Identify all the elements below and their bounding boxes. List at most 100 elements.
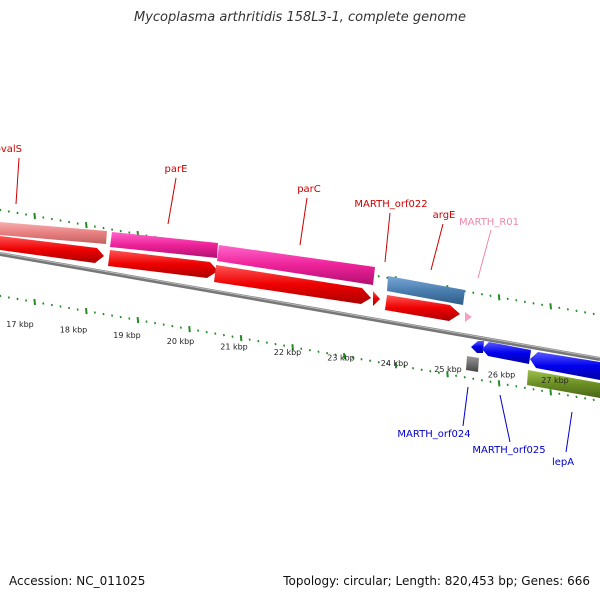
scale-label: 24 kbp	[381, 359, 409, 368]
leader-MARTH_orf024	[462, 386, 469, 427]
track-lower-tick	[506, 383, 509, 387]
reverse-label-group: MARTH_orf024 MARTH_orf025 lepA	[397, 429, 574, 468]
leader-argE	[430, 223, 444, 271]
track-lower-tick	[162, 323, 165, 326]
track-lower-tick	[33, 298, 36, 306]
track-lower-tick	[394, 362, 398, 369]
track-lower-tick	[326, 351, 329, 355]
length-value: 820,453 bp	[444, 574, 514, 588]
track-lower-tick	[420, 368, 423, 371]
accession-label: Accession:	[9, 574, 77, 588]
length-label: ; Length:	[387, 574, 445, 588]
track-upper-tick	[111, 228, 114, 231]
track-lower-tick	[566, 394, 569, 397]
parE-feature[interactable]	[110, 232, 218, 258]
track-lower-tick	[549, 389, 552, 396]
MARTH_orf024-feature[interactable]	[466, 356, 479, 372]
track-upper-tick	[472, 291, 475, 295]
label-argE[interactable]: argE	[433, 210, 456, 221]
label-parE[interactable]: parE	[165, 164, 188, 175]
track-lower-tick	[7, 296, 10, 299]
track-lower-tick	[265, 341, 268, 344]
scale-labels: 17 kbp 18 kbp 19 kbp 20 kbp 21 kbp 22 kbp 23 k…	[6, 320, 569, 385]
label-MARTH_orf024[interactable]: MARTH_orf024	[397, 429, 470, 440]
backbone	[0, 252, 600, 361]
cds-arrow-3[interactable]	[214, 265, 371, 304]
track-lower-tick	[377, 360, 380, 364]
leader-lepA	[565, 411, 573, 453]
track-lower-tick	[128, 317, 131, 320]
track-lower-tick	[257, 339, 260, 343]
MARTH_orf025-feature[interactable]	[482, 342, 531, 364]
track-upper-tick	[119, 229, 122, 233]
track-lower-tick	[205, 330, 208, 334]
track-lower-tick	[197, 329, 200, 332]
track-lower-tick	[68, 306, 71, 310]
cds-arrow-1[interactable]	[0, 236, 104, 263]
track-upper-tick	[386, 276, 389, 279]
track-lower-tick	[274, 342, 277, 346]
track-upper-tick	[592, 312, 595, 316]
scale-label: 19 kbp	[113, 331, 141, 340]
lepA-feature[interactable]	[527, 370, 600, 398]
track-lower-tick	[463, 376, 466, 379]
label-oppF-valS[interactable]: oppF-valS	[0, 144, 22, 155]
track-lower-tick	[42, 302, 45, 305]
track-lower-tick	[214, 332, 217, 335]
cds-arrow-5[interactable]	[385, 295, 460, 321]
track-lower-tick	[154, 321, 157, 325]
leader-oppF-valS	[15, 157, 20, 205]
MARTH_R01-feature[interactable]	[465, 312, 472, 322]
scale-label: 18 kbp	[60, 326, 88, 335]
track-lower-tick	[300, 347, 303, 350]
track-upper-tick	[584, 311, 587, 314]
track-lower-tick	[334, 353, 337, 356]
scale-label: 22 kbp	[274, 348, 302, 357]
argE-feature[interactable]	[387, 276, 465, 305]
track-lower-tick	[145, 320, 148, 323]
forward-label-group: oppF-valS parE parC MARTH_orf022 argE MA…	[0, 144, 519, 228]
track-upper-tick	[93, 225, 96, 228]
track-upper-tick	[532, 302, 535, 305]
label-MARTH_R01[interactable]: MARTH_R01	[459, 217, 519, 228]
accession-footer: Accession: NC_011025	[9, 574, 145, 588]
cds-arrow-2[interactable]	[108, 250, 218, 278]
track-upper-tick	[523, 300, 526, 304]
oppF-valS-feature[interactable]	[0, 222, 107, 244]
track-lower-tick	[584, 397, 587, 400]
track-lower-tick	[85, 307, 88, 315]
track-lower-tick	[76, 308, 79, 311]
track-upper-tick	[85, 221, 88, 229]
track-lower-tick	[351, 356, 354, 359]
track-lower-tick	[480, 379, 483, 382]
parC-feature[interactable]	[217, 245, 375, 285]
track-lower-tick	[575, 395, 578, 399]
label-MARTH_orf022[interactable]: MARTH_orf022	[354, 199, 427, 210]
track-upper-tick	[76, 222, 79, 225]
scale-label: 20 kbp	[167, 337, 195, 346]
track-lower-tick	[50, 303, 53, 307]
reverse-arrow-large[interactable]	[530, 352, 600, 380]
MARTH_orf022-feature[interactable]	[373, 291, 380, 306]
label-lepA[interactable]: lepA	[552, 457, 574, 468]
backbone-highlight	[0, 252, 600, 359]
genes-value: 666	[567, 574, 590, 588]
leader-parE	[167, 177, 177, 225]
track-lower-tick	[231, 335, 234, 338]
reverse-arrow-small[interactable]	[471, 341, 484, 353]
label-parC[interactable]: parC	[297, 184, 321, 195]
track-upper-tick	[33, 212, 36, 220]
scale-label: 17 kbp	[6, 320, 34, 329]
topology-value: circular	[343, 574, 388, 588]
track-upper-tick	[50, 217, 53, 221]
track-lower-tick	[515, 385, 518, 388]
scale-label: 27 kbp	[541, 376, 569, 385]
track-upper-tick	[558, 306, 561, 310]
track-lower-tick	[179, 326, 182, 329]
scale-label: 26 kbp	[488, 370, 516, 379]
track-lower-tick	[489, 380, 492, 384]
track-lower-tick	[16, 297, 19, 301]
label-MARTH_orf025[interactable]: MARTH_orf025	[472, 445, 545, 456]
track-lower-tick	[386, 362, 389, 365]
